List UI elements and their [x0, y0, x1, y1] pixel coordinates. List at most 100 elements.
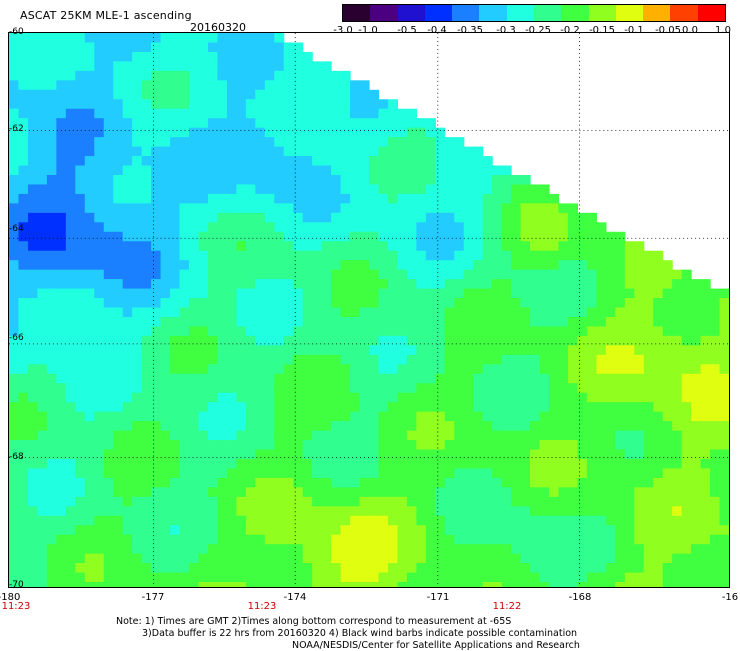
data-cell: [520, 383, 531, 394]
data-cell: [198, 534, 209, 545]
data-cell: [615, 572, 626, 583]
data-cell: [9, 326, 20, 337]
data-cell: [492, 316, 503, 328]
data-cell: [141, 51, 152, 62]
data-cell: [501, 430, 512, 441]
data-cell: [340, 335, 351, 346]
data-cell: [312, 108, 323, 119]
data-cell: [283, 165, 294, 176]
data-cell: [672, 440, 683, 451]
data-cell: [444, 137, 455, 148]
data-cell: [463, 449, 474, 460]
data-cell: [56, 572, 67, 583]
data-cell: [274, 212, 285, 223]
data-cell: [672, 364, 683, 375]
data-cell: [463, 402, 474, 413]
data-cell: [56, 146, 67, 157]
data-cell: [179, 316, 190, 328]
data-cell: [75, 373, 86, 384]
data-cell: [653, 316, 664, 328]
data-cell: [369, 156, 380, 167]
data-cell: [369, 402, 380, 413]
data-cell: [283, 402, 294, 413]
data-cell: [132, 193, 143, 204]
data-cell: [207, 89, 219, 100]
data-cell: [37, 487, 48, 498]
data-cell: [179, 345, 190, 356]
data-cell: [141, 326, 152, 337]
data-cell: [75, 525, 86, 536]
data-cell: [18, 468, 29, 479]
data-cell: [719, 506, 729, 517]
data-cell: [293, 449, 304, 460]
data-cell: [75, 118, 86, 129]
data-cell: [141, 487, 152, 498]
data-cell: [321, 108, 332, 119]
data-cell: [397, 468, 408, 479]
data-cell: [378, 345, 389, 356]
data-cell: [520, 231, 531, 242]
data-cell: [283, 127, 294, 138]
colorbar-label: 1.0: [715, 25, 731, 36]
data-cell: [719, 582, 729, 587]
data-cell: [94, 42, 105, 53]
data-cell: [75, 70, 86, 81]
data-cell: [605, 553, 616, 564]
data-cell: [132, 402, 143, 413]
data-cell: [672, 316, 683, 328]
data-cell: [463, 421, 474, 432]
data-cell: [672, 335, 683, 346]
data-cell: [482, 364, 493, 375]
data-cell: [18, 279, 29, 290]
data-cell: [321, 563, 332, 574]
data-cell: [170, 430, 181, 441]
data-cell: [170, 184, 181, 195]
data-cell: [245, 80, 256, 91]
data-cell: [75, 345, 86, 356]
data-cell: [340, 449, 351, 460]
data-cell: [170, 203, 181, 214]
data-cell: [245, 421, 256, 432]
data-cell: [37, 402, 48, 413]
data-cell: [530, 298, 541, 309]
data-cell: [160, 279, 171, 290]
data-cell: [444, 402, 455, 413]
data-cell: [596, 392, 607, 403]
data-cell: [501, 279, 512, 290]
data-cell: [312, 127, 323, 138]
data-cell: [217, 364, 228, 375]
data-cell: [293, 118, 304, 129]
data-cell: [293, 99, 304, 110]
data-cell: [473, 165, 484, 176]
data-cell: [226, 316, 237, 328]
data-cell: [141, 174, 152, 186]
data-cell: [624, 572, 635, 583]
data-cell: [283, 468, 294, 479]
data-cell: [255, 496, 266, 507]
data-cell: [56, 553, 67, 564]
data-cell: [160, 458, 171, 470]
data-cell: [84, 42, 95, 53]
data-cell: [179, 421, 190, 432]
data-cell: [378, 477, 389, 488]
data-cell: [691, 487, 702, 498]
data-cell: [473, 279, 484, 290]
data-cell: [151, 307, 162, 318]
data-cell: [340, 279, 351, 290]
data-cell: [65, 212, 76, 223]
data-cell: [435, 525, 446, 536]
data-cell: [416, 383, 427, 394]
data-cell: [141, 231, 152, 242]
data-cell: [605, 373, 616, 384]
data-cell: [151, 174, 162, 186]
data-cell: [160, 544, 171, 555]
data-cell: [94, 165, 105, 176]
data-cell: [56, 468, 67, 479]
data-cell: [482, 212, 493, 223]
data-cell: [530, 553, 541, 564]
data-cell: [596, 354, 607, 365]
data-cell: [520, 525, 531, 536]
data-cell: [236, 421, 247, 432]
data-cell: [302, 193, 313, 204]
data-cell: [75, 553, 86, 564]
